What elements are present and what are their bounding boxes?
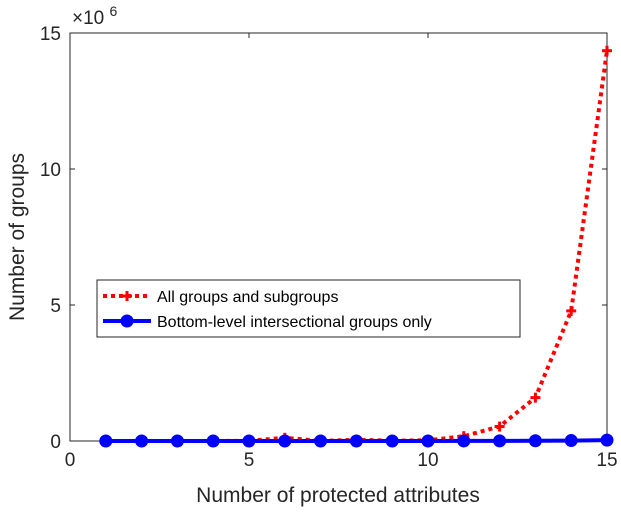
axis-ticks: 0 5 10 15 0 5 10 15 [40, 24, 618, 471]
data-point [99, 434, 113, 448]
series-bottom-level [99, 433, 614, 448]
y-axis-multiplier-exponent: 6 [110, 3, 118, 19]
data-point [135, 434, 149, 448]
y-tick-label: 0 [50, 432, 61, 453]
data-point [493, 434, 507, 448]
legend: All groups and subgroups Bottom-level in… [96, 279, 521, 338]
data-point [564, 434, 578, 448]
legend-label-all-groups: All groups and subgroups [157, 289, 338, 306]
data-point [600, 433, 614, 447]
data-point [242, 434, 256, 448]
y-axis-multiplier: ×10 6 [72, 3, 118, 29]
plot-area [69, 32, 608, 442]
data-point [206, 434, 220, 448]
data-point [602, 45, 612, 56]
data-point [528, 434, 542, 448]
data-point [349, 434, 363, 448]
x-tick-label: 10 [417, 450, 438, 471]
data-point [530, 392, 541, 403]
data-point [566, 305, 577, 316]
data-point [170, 434, 184, 448]
legend-marker-bottom-level [120, 314, 134, 328]
x-tick-label: 5 [244, 450, 255, 471]
y-tick-label: 15 [40, 24, 61, 45]
y-tick-label: 5 [50, 296, 61, 317]
data-point [457, 434, 471, 448]
y-tick-label: 10 [40, 160, 61, 181]
data-point [278, 434, 292, 448]
data-point [494, 421, 505, 432]
data-point [385, 434, 399, 448]
legend-marker-all-groups [122, 291, 132, 301]
y-axis-label: Number of groups [6, 153, 29, 321]
data-point [314, 434, 328, 448]
x-axis-label: Number of protected attributes [196, 484, 480, 507]
x-tick-label: 15 [596, 450, 617, 471]
legend-label-bottom-level: Bottom-level intersectional groups only [157, 314, 432, 331]
series-layer [99, 45, 614, 448]
data-point [421, 434, 435, 448]
y-axis-multiplier-base: ×10 [72, 8, 104, 29]
legend-box [96, 279, 521, 338]
x-tick-label: 0 [65, 450, 76, 471]
